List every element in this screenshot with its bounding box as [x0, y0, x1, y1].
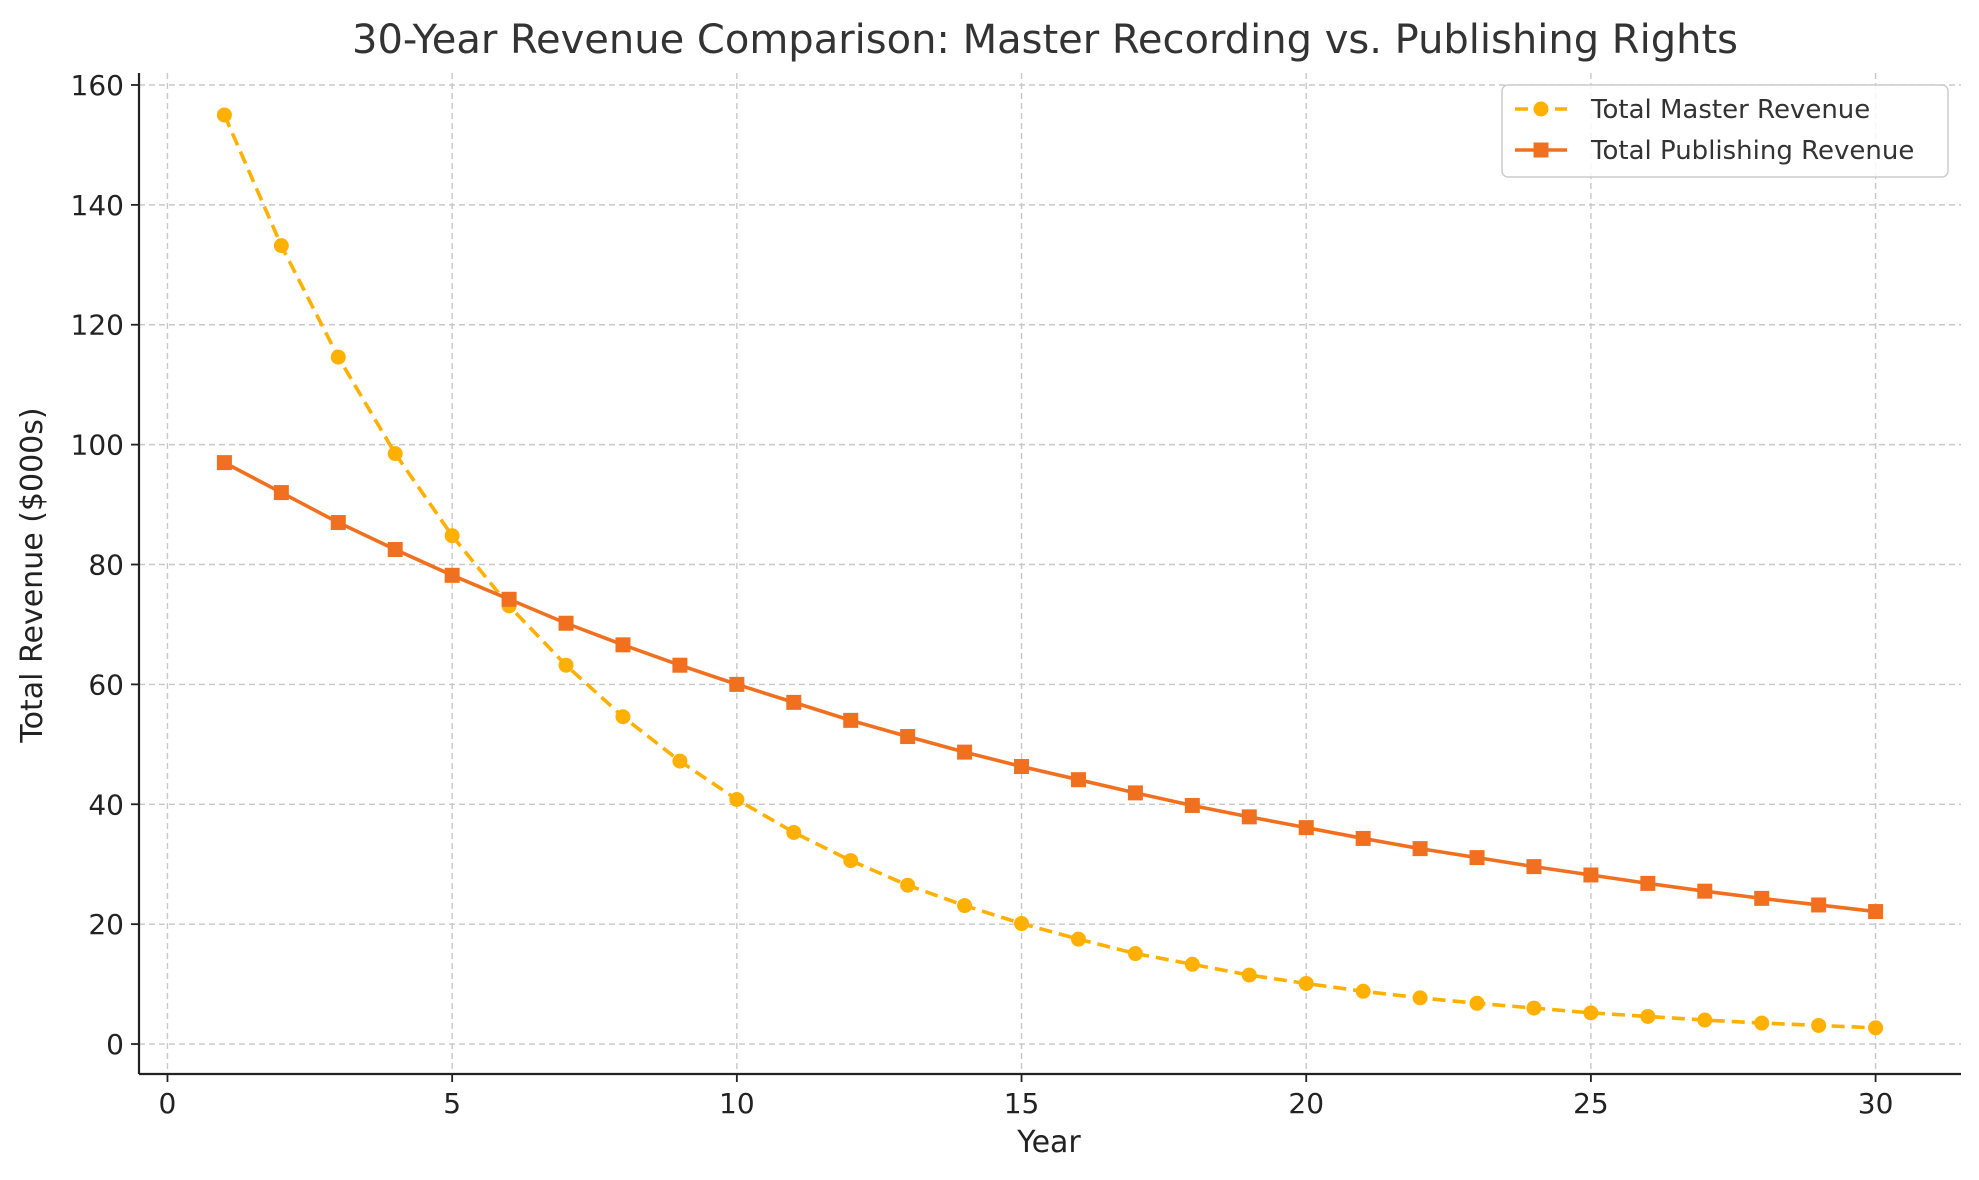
data-point: [273, 485, 289, 501]
data-point: [1469, 850, 1485, 866]
x-tick-label: 30: [1858, 1087, 1894, 1120]
y-tick-label: 160: [71, 69, 124, 102]
data-point: [1754, 890, 1770, 906]
data-point: [1640, 1008, 1656, 1024]
data-point: [1754, 1015, 1770, 1031]
data-point: [1697, 883, 1713, 899]
data-point: [1469, 995, 1485, 1011]
data-point: [330, 515, 346, 531]
data-point: [1184, 956, 1200, 972]
data-point: [900, 877, 916, 893]
x-axis-label: Year: [1016, 1125, 1081, 1160]
data-point: [1697, 1012, 1713, 1028]
y-tick-label: 0: [106, 1028, 124, 1061]
data-point: [1526, 1000, 1542, 1016]
y-tick-label: 40: [88, 788, 124, 821]
data-point: [843, 853, 859, 869]
data-point: [1355, 830, 1371, 846]
data-point: [1811, 1017, 1827, 1033]
y-axis-label: Total Revenue ($000s): [15, 407, 50, 743]
data-point: [444, 567, 460, 583]
y-tick-label: 60: [88, 668, 124, 701]
y-tick-label: 80: [88, 549, 124, 582]
data-point: [1868, 904, 1884, 920]
data-point: [1412, 841, 1428, 857]
data-point: [1412, 990, 1428, 1006]
series-line: [222, 114, 1876, 1030]
x-tick-label: 25: [1573, 1087, 1609, 1120]
data-point: [1583, 1005, 1599, 1021]
x-tick-label: 0: [159, 1087, 177, 1120]
x-tick-label: 20: [1288, 1087, 1324, 1120]
data-point: [957, 744, 973, 760]
data-point: [216, 107, 232, 123]
legend: Total Master Revenue Total Publishing Rev…: [1501, 84, 1949, 178]
data-point: [330, 349, 346, 365]
data-point: [729, 676, 745, 692]
data-point: [1298, 820, 1314, 836]
x-tick-label: 15: [1004, 1087, 1040, 1120]
legend-label: Total Publishing Revenue: [1590, 136, 1914, 166]
series-master-revenue: [216, 107, 1884, 1036]
data-point: [558, 657, 574, 673]
data-point: [729, 791, 745, 807]
data-point: [1640, 875, 1656, 891]
legend-marker: [1533, 142, 1549, 158]
data-point: [1355, 983, 1371, 999]
legend-items: Total Master Revenue Total Publishing Rev…: [1515, 95, 1914, 166]
x-tick-label: 5: [443, 1087, 461, 1120]
data-point: [1184, 797, 1200, 813]
tick-labels: 0 5 10 15 20 25 30 0 20 40 60 80 100 120 140 160: [71, 69, 1894, 1120]
data-point: [957, 898, 973, 914]
data-point: [1070, 931, 1086, 947]
data-point: [1127, 946, 1143, 962]
data-point: [615, 709, 631, 725]
data-point: [1811, 897, 1827, 913]
data-point: [900, 729, 916, 745]
data-point: [216, 455, 232, 471]
data-point: [1298, 975, 1314, 991]
data-point: [615, 637, 631, 653]
data-point: [843, 712, 859, 728]
data-point: [1070, 772, 1086, 788]
legend-box: [1501, 84, 1949, 178]
legend-label: Total Master Revenue: [1590, 95, 1870, 125]
data-point: [273, 238, 289, 254]
y-tick-label: 100: [71, 429, 124, 462]
series-publishing-revenue: [216, 455, 1884, 920]
y-tick-label: 140: [71, 189, 124, 222]
data-point: [1241, 967, 1257, 983]
data-point: [501, 591, 517, 607]
data-series: [216, 107, 1884, 1036]
data-point: [387, 446, 403, 462]
data-point: [786, 694, 802, 710]
data-point: [444, 528, 460, 544]
legend-item: Total Master Revenue: [1515, 95, 1870, 125]
data-point: [672, 657, 688, 673]
axes: [137, 73, 1961, 1076]
y-tick-label: 20: [88, 908, 124, 941]
chart-title: 30-Year Revenue Comparison: Master Recor…: [352, 17, 1738, 63]
legend-item: Total Publishing Revenue: [1515, 136, 1914, 166]
data-point: [1526, 859, 1542, 875]
data-point: [387, 542, 403, 558]
data-point: [786, 824, 802, 840]
data-point: [1583, 867, 1599, 883]
x-tick-label: 10: [719, 1087, 755, 1120]
data-point: [1241, 809, 1257, 825]
data-point: [558, 615, 574, 631]
y-tick-label: 120: [71, 309, 124, 342]
data-point: [1868, 1020, 1884, 1036]
data-point: [1014, 759, 1030, 775]
data-point: [1127, 785, 1143, 801]
grid-lines: [139, 73, 1961, 1074]
legend-marker: [1533, 101, 1549, 117]
series-line: [223, 461, 1876, 914]
data-point: [672, 753, 688, 769]
data-point: [1014, 916, 1030, 932]
